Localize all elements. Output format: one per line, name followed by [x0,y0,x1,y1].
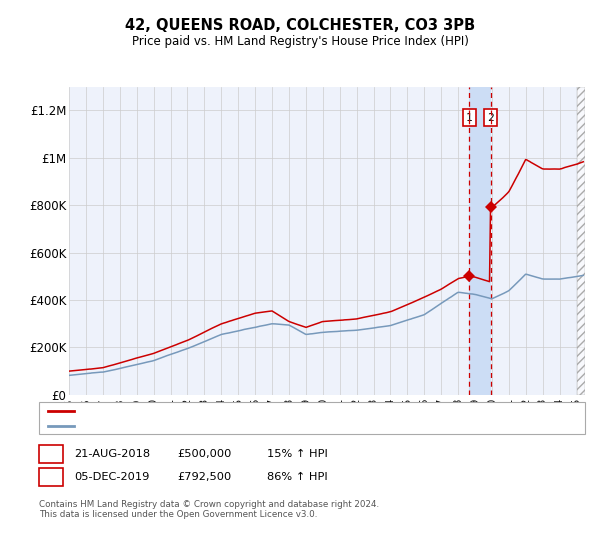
Bar [469,87,491,395]
Text: HPI: Average price, detached house, Colchester: HPI: Average price, detached house, Colc… [79,421,339,431]
Text: £500,000: £500,000 [177,449,232,459]
Text: 42, QUEENS ROAD, COLCHESTER, CO3 3PB (detached house): 42, QUEENS ROAD, COLCHESTER, CO3 3PB (de… [79,405,415,416]
Bar [577,87,585,395]
Text: 05-DEC-2019: 05-DEC-2019 [74,472,149,482]
Text: 86% ↑ HPI: 86% ↑ HPI [267,472,328,482]
Text: 2: 2 [487,113,494,123]
Text: Price paid vs. HM Land Registry's House Price Index (HPI): Price paid vs. HM Land Registry's House … [131,35,469,49]
Text: 15% ↑ HPI: 15% ↑ HPI [267,449,328,459]
Text: 21-AUG-2018: 21-AUG-2018 [74,449,150,459]
Text: 1: 1 [466,113,472,123]
Text: 2: 2 [47,470,55,484]
Text: Contains HM Land Registry data © Crown copyright and database right 2024.
This d: Contains HM Land Registry data © Crown c… [39,500,379,519]
Text: 1: 1 [47,447,55,460]
Text: 42, QUEENS ROAD, COLCHESTER, CO3 3PB: 42, QUEENS ROAD, COLCHESTER, CO3 3PB [125,18,475,32]
Bar [577,87,585,395]
Text: £792,500: £792,500 [177,472,231,482]
